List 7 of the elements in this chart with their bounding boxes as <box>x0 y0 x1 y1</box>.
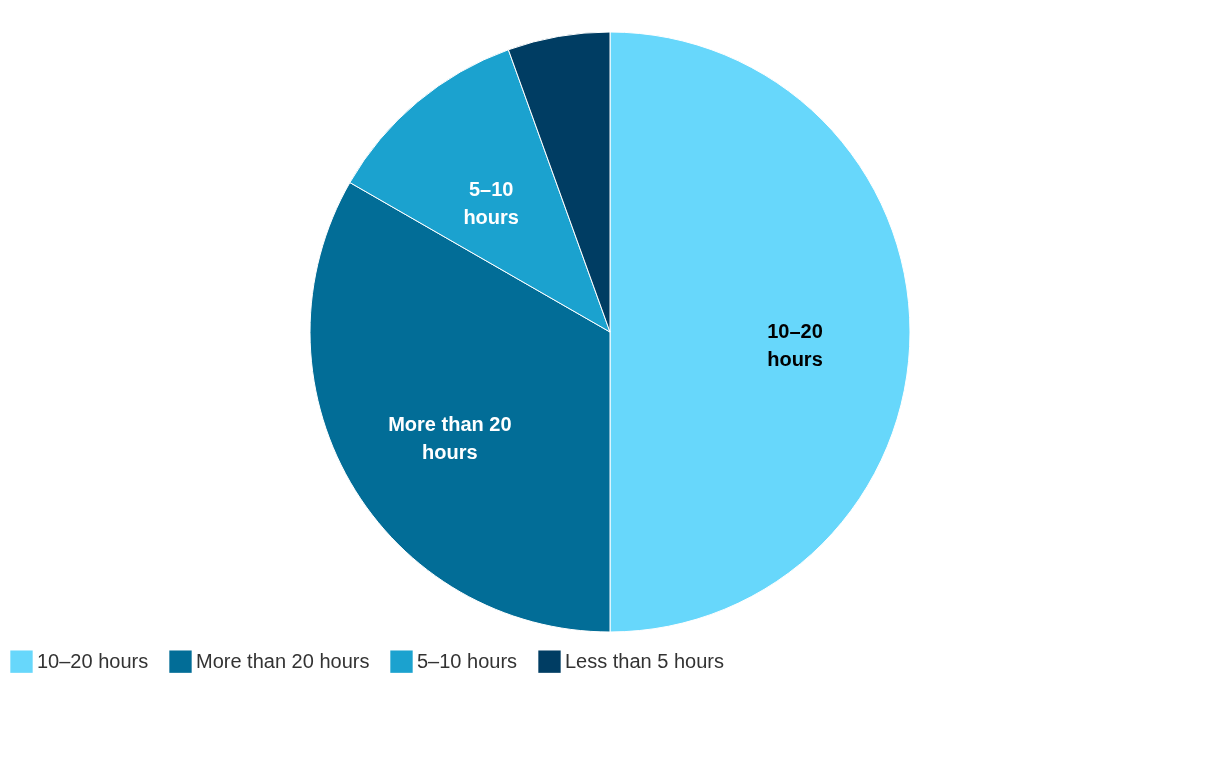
slice-label: 10–20 hours <box>767 320 823 370</box>
legend-label: 5–10 hours <box>417 649 518 672</box>
legend-label: 10–20 hours <box>37 649 149 672</box>
legend-label: More than 20 hours <box>196 649 370 672</box>
slice-label: 5–10 hours <box>463 178 519 229</box>
legend-label: Less than 5 hours <box>565 649 724 672</box>
slice-label: More than 20 hours <box>388 412 512 463</box>
